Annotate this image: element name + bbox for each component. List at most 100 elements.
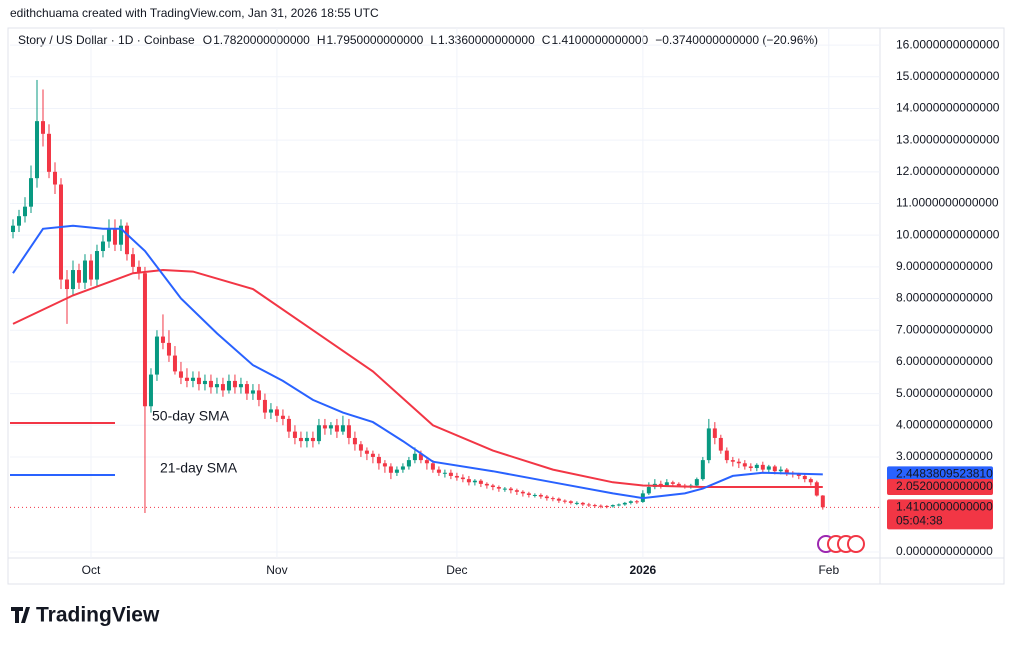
candle-body (82, 260, 87, 283)
flags (817, 535, 865, 553)
candle-body (100, 241, 105, 252)
candle-body (418, 453, 423, 461)
candle-body (514, 490, 519, 492)
y-tick-label: 5.0000000000000 (896, 386, 993, 400)
candle-body (490, 485, 495, 488)
legend-value: 1.7950000000000 (327, 33, 424, 47)
countdown: 05:04:38 (896, 513, 943, 527)
y-tick-label: 9.0000000000000 (896, 259, 993, 273)
candle-body (424, 460, 429, 464)
candle-body (382, 463, 387, 467)
candle-body (124, 225, 129, 255)
candle-body (736, 461, 741, 464)
legend-key: O (203, 33, 212, 47)
candle-body (814, 482, 819, 496)
sma-line (12, 268, 823, 488)
candle-body (94, 251, 99, 280)
candle-body (76, 270, 81, 283)
candle-body (556, 498, 561, 501)
price-label: 2.4483809523810 (896, 467, 993, 481)
candle-body (526, 493, 531, 495)
legend-title: Story / US Dollar · 1D · Coinbase (18, 33, 195, 47)
candle-body (268, 409, 273, 413)
candle-body (376, 456, 381, 464)
candle-body (184, 377, 189, 381)
y-tick-label: 14.0000000000000 (896, 101, 1000, 115)
chart-frame (7, 27, 1005, 585)
y-tick-label: 0.0000000000000 (896, 544, 993, 558)
candle-body (754, 464, 759, 469)
candle-body (202, 380, 207, 385)
candle-body (178, 371, 183, 378)
plot (10, 79, 825, 514)
candle-body (106, 228, 111, 242)
candle-body (442, 472, 447, 474)
candle-body (190, 377, 195, 381)
candle-body (802, 475, 807, 480)
legend-entry: 21-day SMA (160, 460, 238, 476)
price-label: 1.4100000000000 (896, 499, 993, 513)
y-tick-label: 8.0000000000000 (896, 291, 993, 305)
x-tick-label: 2026 (629, 563, 656, 577)
price-label-box (887, 466, 993, 483)
candle-body (58, 184, 63, 280)
legend-key: C (542, 33, 551, 47)
candle-body (244, 384, 249, 394)
candle-body (34, 121, 39, 179)
candle-body (634, 501, 639, 503)
legend-change: −0.3740000000000 (−20.96%) (655, 33, 818, 47)
candle-body (574, 502, 579, 504)
candle-body (436, 469, 441, 473)
candle-body (706, 428, 711, 461)
candle-body (724, 450, 729, 461)
candle-body (646, 487, 651, 494)
header: edithchuama created with TradingView.com… (10, 6, 379, 20)
candle-body (292, 431, 297, 438)
candle-body (784, 469, 789, 473)
candle-body (808, 479, 813, 483)
candle-body (742, 463, 747, 467)
candle-body (166, 342, 171, 356)
candle-body (160, 336, 165, 343)
candle-body (370, 453, 375, 457)
price-label-box (887, 499, 993, 530)
candle-body (148, 374, 153, 407)
candle-body (586, 504, 591, 506)
candle-body (718, 437, 723, 451)
y-tick-label: 13.0000000000000 (896, 132, 1000, 146)
candle-body (748, 466, 753, 469)
candle-body (352, 437, 357, 445)
candle-body (760, 464, 765, 470)
candle-body (772, 466, 777, 472)
candle-body (616, 504, 621, 506)
candle-body (658, 483, 663, 486)
candle-body (286, 418, 291, 432)
candle-body (604, 506, 609, 508)
candle-body (796, 474, 801, 476)
candle-body (628, 501, 633, 503)
y-tick-label: 11.0000000000000 (896, 196, 999, 210)
legend: Story / US Dollar · 1D · Coinbase O 1.7820… (18, 33, 818, 47)
candle-body (664, 482, 669, 486)
candle-body (316, 425, 321, 442)
candle-body (220, 384, 225, 391)
y-tick-label: 6.0000000000000 (896, 354, 993, 368)
candle-body (406, 460, 411, 467)
candle-body (580, 502, 585, 505)
x-tick-label: Nov (266, 563, 287, 577)
candle-body (622, 502, 627, 505)
candle-body (448, 472, 453, 476)
legend-entry: 50-day SMA (152, 408, 230, 424)
candle-body (358, 444, 363, 451)
candle-body (778, 469, 783, 472)
candle-body (694, 479, 699, 486)
candle-body (226, 380, 231, 391)
candle-body (484, 483, 489, 486)
legend-value: 1.4100000000000 (551, 33, 648, 47)
candle-body (364, 450, 369, 454)
candle-body (550, 498, 555, 500)
candle-body (262, 399, 267, 413)
candle-body (502, 488, 507, 490)
candle-body (274, 409, 279, 416)
